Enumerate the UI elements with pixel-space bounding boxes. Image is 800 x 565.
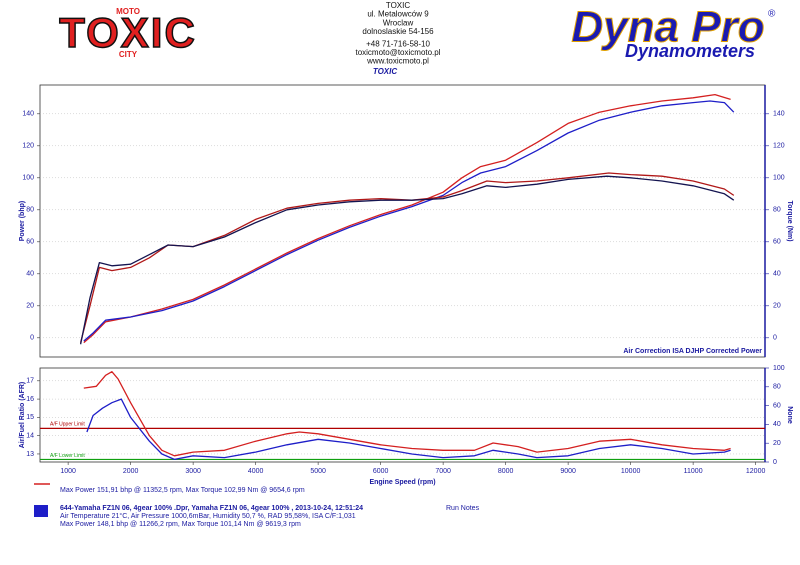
- address-line: ul. Metalowców 9: [367, 10, 429, 19]
- x-tick-label: 2000: [123, 468, 139, 475]
- y-tick-label: 14: [26, 433, 34, 440]
- x-tick-label: 6000: [373, 468, 389, 475]
- logo-main: TOXIC: [59, 9, 197, 56]
- y-tick-label: 120: [22, 143, 34, 150]
- legend-text: Air Correction ISA: [623, 348, 684, 355]
- address-line: www.toxicmoto.pl: [366, 57, 429, 66]
- y2-tick-label: 20: [773, 303, 781, 310]
- series-line: [83, 93, 731, 344]
- x-tick-label: 3000: [185, 468, 201, 475]
- x-tick-label: 7000: [435, 468, 451, 475]
- y2-tick-label: 60: [773, 239, 781, 246]
- run-text: 644-Yamaha FZ1N 06, 4gear 100% .Dpr, Yam…: [60, 505, 363, 512]
- x-tick-label: 5000: [310, 468, 326, 475]
- y-tick-label: 140: [22, 111, 34, 118]
- y2-axis-label: Torque (Nm): [786, 200, 793, 241]
- address-line: TOXIC: [386, 1, 411, 10]
- run-text: Max Power 151,91 bhp @ 11352,5 rpm, Max …: [60, 487, 305, 494]
- y-tick-label: 16: [26, 396, 34, 403]
- y-tick-label: 40: [26, 271, 34, 278]
- y2-tick-label: 80: [773, 207, 781, 214]
- y2-axis-label: None: [786, 406, 793, 424]
- limit-label: A/F Lower Limit: [50, 453, 85, 459]
- y-tick-label: 20: [26, 303, 34, 310]
- x-tick-label: 9000: [560, 468, 576, 475]
- x-tick-label: 11000: [684, 468, 703, 475]
- plot-frame: [39, 84, 766, 358]
- y2-tick-label: 140: [773, 111, 785, 118]
- brand-sub: Dynamometers: [625, 41, 755, 61]
- brand-main: Dyna Pro: [571, 3, 764, 52]
- y2-tick-label: 0: [773, 459, 777, 466]
- address-line: Wroclaw: [383, 18, 414, 27]
- legend-text: DJHP Corrected Power: [685, 348, 762, 355]
- subtitle: TOXIC: [373, 67, 398, 76]
- y2-tick-label: 60: [773, 402, 781, 409]
- x-tick-label: 4000: [248, 468, 264, 475]
- y-tick-label: 0: [30, 335, 34, 342]
- series-line: [86, 398, 731, 461]
- y-tick-label: 15: [26, 414, 34, 421]
- x-tick-label: 8000: [498, 468, 514, 475]
- x-tick-label: 10000: [621, 468, 641, 475]
- y2-tick-label: 80: [773, 384, 781, 391]
- run-text: Max Power 148,1 bhp @ 11266,2 rpm, Max T…: [60, 521, 301, 528]
- address-line: dolnoslaskie 54-156: [362, 27, 434, 36]
- x-tick-label: 12000: [746, 468, 766, 475]
- series-line: [79, 172, 735, 343]
- y2-tick-label: 40: [773, 271, 781, 278]
- y2-tick-label: 0: [773, 335, 777, 342]
- series-line: [83, 100, 735, 342]
- x-axis-label: Engine Speed (rpm): [369, 479, 435, 486]
- series-line: [83, 371, 731, 457]
- y2-tick-label: 100: [773, 365, 785, 372]
- y2-tick-label: 120: [773, 143, 785, 150]
- y-axis-label: Power (bhp): [19, 201, 26, 241]
- series-line: [79, 175, 735, 345]
- address-line: toxicmoto@toxicmoto.pl: [355, 48, 440, 57]
- y-tick-label: 100: [22, 175, 34, 182]
- y2-tick-label: 20: [773, 440, 781, 447]
- y-axis-label: Air/Fuel Ratio (AFR): [19, 382, 26, 449]
- y2-tick-label: 100: [773, 175, 785, 182]
- logo-bottom: CITY: [119, 50, 138, 59]
- address-line: +48 71-716-58-10: [366, 40, 430, 49]
- y-tick-label: 17: [26, 378, 34, 385]
- x-tick-label: 1000: [60, 468, 76, 475]
- brand-mark: ®: [768, 9, 776, 20]
- y2-tick-label: 40: [773, 421, 781, 428]
- logo-top: MOTO: [116, 7, 140, 16]
- y-tick-label: 60: [26, 239, 34, 246]
- notes-label: Run Notes: [446, 505, 480, 512]
- y-tick-label: 13: [26, 451, 34, 458]
- run-swatch: [34, 505, 48, 517]
- limit-label: A/F Upper Limit: [50, 422, 85, 428]
- y-tick-label: 80: [26, 207, 34, 214]
- run-text: Air Temperature 21°C, Air Pressure 1000,…: [60, 512, 356, 520]
